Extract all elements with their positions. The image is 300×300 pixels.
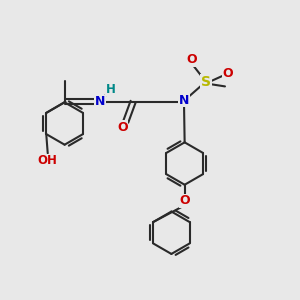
Text: N: N — [178, 94, 189, 107]
Text: OH: OH — [38, 154, 58, 167]
Text: N: N — [95, 95, 105, 108]
Text: O: O — [179, 194, 190, 207]
Text: S: S — [201, 75, 211, 89]
Text: O: O — [117, 121, 128, 134]
Text: O: O — [223, 67, 233, 80]
Text: O: O — [187, 53, 197, 66]
Text: H: H — [106, 83, 116, 96]
